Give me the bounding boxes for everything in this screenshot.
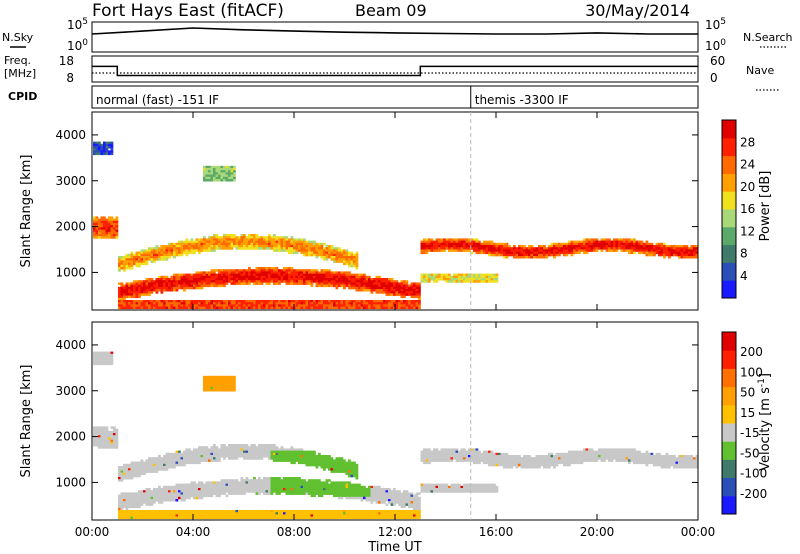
- x-tick-label: 20:00: [580, 525, 615, 539]
- y-axes: 1000 2000 3000 4000 1000 2000 3000 4000: [55, 128, 698, 489]
- velocity-colorbar-tick: 50: [740, 386, 755, 400]
- freq-left-tick-top: 18: [59, 54, 74, 68]
- colorbar-swatch: [722, 155, 736, 174]
- velocity-colorbar-tick: -100: [740, 467, 767, 481]
- colorbar-swatch: [722, 120, 736, 139]
- power-colorbar-tick: 12: [740, 224, 755, 238]
- x-axis: 00:00 04:00 08:00 12:00 16:00 20:00 00:00: [75, 112, 716, 539]
- freq-right-tick-bottom: 0: [710, 71, 718, 85]
- colorbar-swatch: [722, 191, 736, 210]
- freq-left-tick-bottom: 8: [66, 71, 74, 85]
- colorbar-swatch: [722, 441, 736, 460]
- y-tick-label: 3000: [55, 174, 86, 188]
- colorbar-swatch: [722, 137, 736, 157]
- power-colorbar-label: Power [dB]: [758, 171, 773, 242]
- cpid-panel-frame: [91, 85, 699, 109]
- y-tick-label: 1000: [55, 475, 86, 489]
- power-colorbar-tick: 16: [740, 202, 755, 216]
- x-tick-label: 12:00: [378, 525, 413, 539]
- freq-right-tick-top: 60: [710, 54, 725, 68]
- colorbar-swatch: [722, 423, 736, 442]
- colorbar-swatch: [722, 244, 736, 263]
- y-tick-label: 2000: [55, 220, 86, 234]
- date-label: 30/May/2014: [585, 1, 690, 20]
- velocity-heatmap: [93, 351, 699, 520]
- velocity-colorbar-tick: 200: [740, 345, 763, 359]
- noise-right-label: N.Search: [743, 31, 793, 44]
- cpid-modes: normal (fast) -151 IF themis -3300 IF: [96, 86, 569, 108]
- colorbar-swatch: [722, 262, 736, 281]
- y-tick-label: 1000: [55, 265, 86, 279]
- colorbar-swatch: [722, 332, 736, 351]
- x-tick-label: 00:00: [681, 525, 716, 539]
- x-tick-label: 04:00: [176, 525, 211, 539]
- colorbar-swatch: [722, 368, 736, 388]
- noise-left-tick-top: 105: [67, 17, 88, 32]
- power-colorbar: 4 8 12 16 20 24 28: [721, 119, 755, 299]
- noise-right-tick-bottom: 100: [705, 38, 726, 53]
- noise-left-label: N.Sky: [2, 31, 34, 44]
- power-colorbar-tick: 28: [740, 135, 755, 149]
- x-tick-label: 08:00: [277, 525, 312, 539]
- nave-label: Nave: [746, 64, 774, 77]
- power-y-axis-label: Slant Range [km]: [19, 155, 34, 268]
- noise-right-tick-top: 105: [705, 17, 726, 32]
- power-heatmap: [93, 141, 699, 310]
- y-tick-label: 3000: [55, 384, 86, 398]
- x-axis-label: Time UT: [367, 540, 421, 554]
- cpid-mode-label: normal (fast) -151 IF: [96, 93, 219, 107]
- colorbar-swatch: [722, 280, 736, 299]
- y-tick-label: 4000: [55, 128, 86, 142]
- colorbar-swatch: [722, 173, 736, 192]
- beam-label: Beam 09: [355, 1, 427, 20]
- velocity-colorbar-label: Velocity [m s-1]: [757, 373, 773, 471]
- velocity-colorbar-tick: 100: [740, 365, 763, 379]
- colorbar-swatch: [722, 209, 736, 228]
- colorbar-swatch: [722, 404, 736, 424]
- velocity-y-axis-label: Slant Range [km]: [19, 365, 34, 478]
- cpid-mode-label: themis -3300 IF: [475, 93, 569, 107]
- y-tick-label: 4000: [55, 338, 86, 352]
- freq-label-bottom: [MHz]: [4, 67, 36, 80]
- x-tick-label: 16:00: [479, 525, 514, 539]
- velocity-colorbar-tick: -200: [740, 487, 767, 501]
- noise-left-tick-bottom: 100: [67, 38, 88, 53]
- colorbar-swatch: [722, 350, 736, 369]
- colorbar-swatch: [722, 495, 736, 515]
- velocity-colorbar-tick: -15: [740, 426, 760, 440]
- freq-label-top: Freq.: [4, 54, 31, 67]
- velocity-colorbar: 200 100 50 15 -15 -50 -100 -200: [721, 331, 767, 515]
- cpid-label: CPID: [8, 90, 37, 103]
- x-tick-label: 00:00: [75, 525, 110, 539]
- colorbar-swatch: [722, 459, 736, 479]
- station-title: Fort Hays East (fitACF): [92, 1, 284, 21]
- colorbar-frame: [721, 331, 737, 515]
- y-tick-label: 2000: [55, 430, 86, 444]
- noise-sky-line: [91, 27, 698, 35]
- colorbar-frame: [721, 119, 737, 299]
- colorbar-swatch: [722, 226, 736, 246]
- velocity-colorbar-tick: 15: [740, 406, 755, 420]
- colorbar-swatch: [722, 386, 736, 406]
- colorbar-swatch: [722, 477, 736, 497]
- power-colorbar-tick: 24: [740, 158, 755, 172]
- power-colorbar-tick: 8: [740, 247, 748, 261]
- power-colorbar-tick: 4: [740, 269, 748, 283]
- freq-line: [92, 65, 698, 77]
- noise-panel-frame: [91, 21, 699, 53]
- power-colorbar-tick: 20: [740, 180, 755, 194]
- velocity-colorbar-tick: -50: [740, 446, 760, 460]
- freq-panel-frame: [91, 55, 699, 83]
